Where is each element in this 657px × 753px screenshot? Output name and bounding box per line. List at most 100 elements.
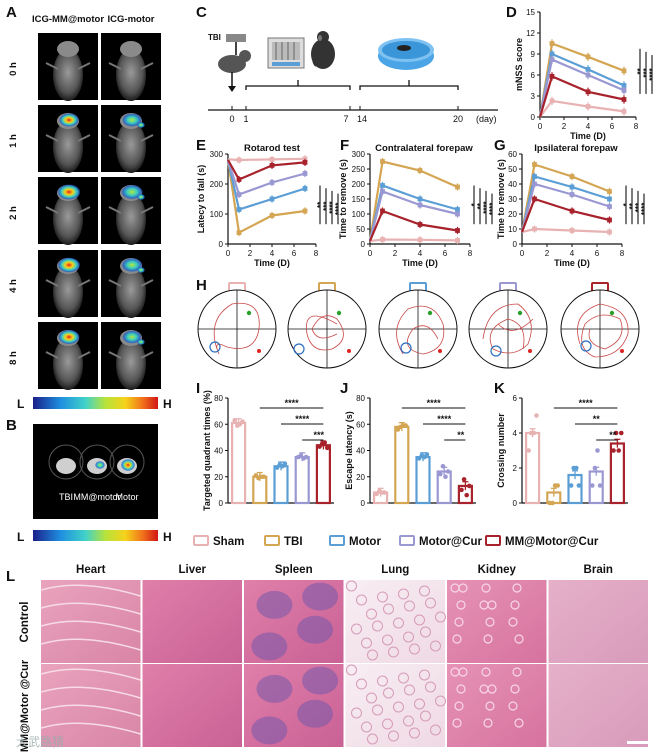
data-point [607, 189, 612, 194]
data-point [621, 97, 627, 102]
data-point [236, 207, 242, 212]
series-line [368, 160, 458, 242]
alveolus [393, 617, 404, 629]
histology-tile [447, 580, 547, 663]
mouse-limb [140, 134, 154, 142]
mouse-limb [45, 62, 59, 70]
alveolus [361, 637, 372, 649]
data-point [532, 162, 537, 167]
line-chart-g: 0 10 20 30 40 50 60 0 2 4 6 8 Time (D) Time to remove… [496, 143, 649, 268]
alveolus [351, 707, 362, 719]
alveolus [383, 603, 394, 615]
x-tick-label: 2 [248, 249, 253, 258]
series-line [521, 227, 610, 234]
alveolus [403, 631, 414, 643]
series-line [227, 157, 306, 162]
sig-label: * [622, 202, 631, 206]
scale-bar [627, 741, 649, 744]
mouse-limb [140, 279, 154, 287]
alveolus [351, 623, 362, 635]
y-tick-label: 300 [210, 150, 224, 159]
y-axis-label: Time to remove (s) [496, 159, 506, 239]
fluorescence-signal [137, 267, 145, 273]
watermark: 大武路猜 [16, 734, 64, 749]
alveolus [414, 698, 425, 710]
mouse-silhouette [53, 49, 83, 101]
y-tick-label: 6 [513, 394, 518, 403]
sig-label: **** [334, 202, 343, 215]
colorbar-b-low: L [17, 530, 24, 544]
data-dot [445, 469, 451, 474]
histology-tile [142, 664, 242, 747]
tubule [487, 600, 497, 610]
data-point [621, 88, 627, 93]
data-dot [232, 418, 237, 423]
rotarod-icon [267, 37, 305, 69]
data-point [607, 229, 612, 235]
tubule [481, 667, 491, 677]
group-legend: Sham TBI Motor Motor@Cur MM@Motor@Cur [193, 535, 599, 548]
data-dot [303, 454, 309, 460]
platform-marker [400, 342, 412, 354]
data-dot [443, 474, 448, 480]
legend-swatch [485, 535, 501, 546]
row-label: 8 h [8, 351, 19, 365]
mouse-limb [77, 62, 91, 70]
data-point [569, 192, 575, 197]
data-point [621, 68, 627, 74]
sig-label: **** [437, 414, 452, 424]
series-line [369, 238, 458, 243]
mouse-icon [311, 31, 335, 69]
spleen-white-pulp [302, 666, 339, 695]
sig-label: **** [295, 414, 310, 424]
alveolus [398, 672, 409, 684]
alveolus [367, 733, 378, 745]
tubule [487, 684, 497, 694]
fluorescence-signal [59, 113, 79, 127]
tubule [512, 667, 522, 677]
mouse-limb [77, 134, 91, 142]
data-point [607, 217, 612, 223]
x-tick-label: 0 [368, 249, 373, 258]
data-point [607, 204, 612, 209]
data-point [621, 83, 627, 88]
y-tick-label: 200 [352, 180, 366, 189]
x-tick-label: 6 [595, 249, 600, 258]
data-point [236, 230, 242, 235]
data-dot [550, 500, 555, 506]
colorbar-a [33, 397, 158, 409]
sig-label: ** [636, 67, 645, 74]
mouse-limb [77, 351, 91, 359]
line-chart-f: 0 50 100 150 200 250 300 0 2 4 6 8 Time (D) Time to r… [338, 143, 497, 268]
data-point [417, 168, 423, 173]
sig-label: *** [634, 202, 643, 212]
data-point [236, 157, 242, 163]
series-line [520, 182, 610, 233]
alveolus [367, 649, 378, 661]
tissue-label: Heart [76, 564, 106, 576]
timeline-schematic: TBI [208, 31, 498, 111]
data-point [621, 109, 627, 114]
x-tick-label: 4 [570, 249, 575, 258]
swim-path [396, 305, 445, 355]
row-label: 0 h [8, 62, 19, 76]
data-point [269, 157, 275, 162]
data-dot [574, 465, 579, 471]
mouse-head [57, 41, 79, 57]
fluorescence-signal [58, 329, 80, 345]
tubule [454, 617, 464, 627]
fluorescence-signal [57, 257, 81, 273]
y-tick-label: 60 [356, 420, 365, 429]
tissue-label: Spleen [275, 564, 313, 576]
y-tick-label: 20 [508, 210, 517, 219]
data-dot [325, 445, 330, 451]
tubule [458, 583, 468, 593]
alveolus [382, 634, 393, 646]
sig-label: **** [579, 398, 594, 408]
data-dot [440, 463, 446, 469]
data-dot [613, 430, 619, 436]
mouse-limb [45, 134, 59, 142]
y-tick-label: 0 [361, 240, 366, 249]
